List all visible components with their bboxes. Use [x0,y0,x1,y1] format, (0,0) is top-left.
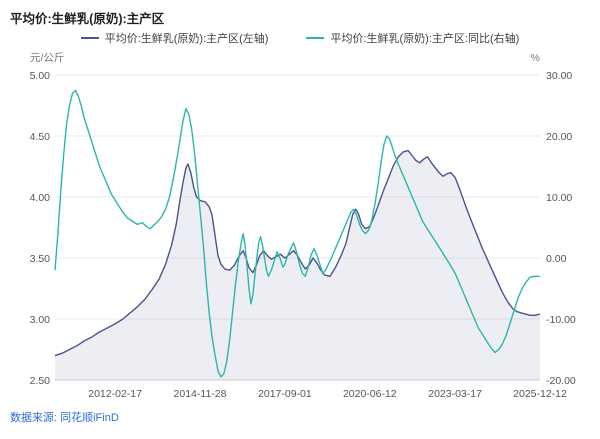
x-tick-label: 2023-03-17 [428,388,482,400]
right-tick-label: 30.00 [546,70,572,82]
legend-item-yoy[interactable]: 平均价:生鲜乳(原奶):主产区:同比(右轴) [306,30,519,46]
right-axis-unit: % [531,52,540,64]
legend-item-price[interactable]: 平均价:生鲜乳(原奶):主产区(左轴) [80,30,269,46]
left-tick-label: 2.50 [30,375,51,387]
yoy-line [54,89,540,378]
plot-area[interactable] [55,75,540,380]
left-tick-label: 4.00 [30,192,51,204]
legend-label-yoy: 平均价:生鲜乳(原奶):主产区:同比(右轴) [330,33,520,45]
yoy-line-swatch-icon [306,37,325,39]
right-tick-label: 20.00 [546,131,572,143]
price-line-swatch-icon [80,37,99,39]
x-tick-label: 2020-06-12 [343,388,397,400]
data-source: 数据来源: 同花顺iFinD [10,412,119,424]
x-tick-label: 2025-12-12 [513,388,567,400]
left-tick-label: 4.50 [30,131,51,143]
left-axis-unit: 元/公斤 [30,52,64,64]
right-tick-label: -20.00 [546,375,576,387]
x-tick-label: 2014-11-28 [174,388,227,400]
legend-label-price: 平均价:生鲜乳(原奶):主产区(左轴) [104,33,269,45]
price-line [54,149,541,357]
x-tick-label: 2017-09-01 [258,388,312,400]
right-tick-label: 10.00 [546,192,572,204]
chart-title: 平均价:生鲜乳(原奶):主产区 [10,12,165,26]
x-tick-label: 2012-02-17 [88,388,142,400]
left-tick-label: 3.00 [30,314,51,326]
right-tick-label: -10.00 [546,314,576,326]
right-tick-label: 0.00 [546,253,567,265]
left-tick-label: 5.00 [30,70,51,82]
left-tick-label: 3.50 [30,253,51,265]
price-area-fill [55,150,540,380]
legend: 平均价:生鲜乳(原奶):主产区(左轴) 平均价:生鲜乳(原奶):主产区:同比(右… [0,30,600,46]
